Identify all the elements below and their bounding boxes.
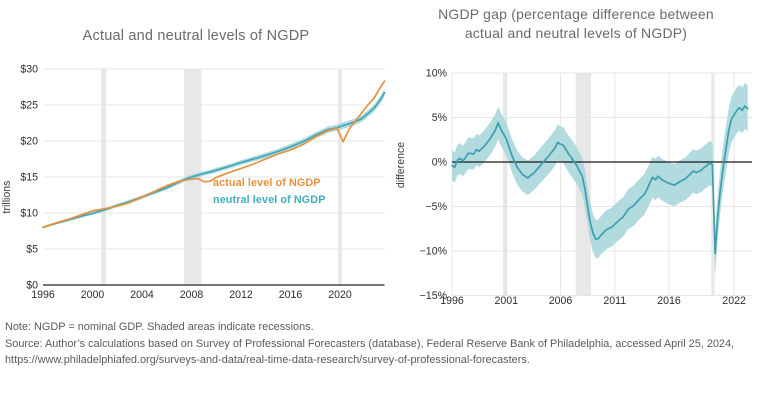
neutral-level-of-ngdp-line: [42, 91, 386, 229]
y-tick-label: −15%: [420, 290, 448, 302]
y-tick-label: $0: [26, 280, 38, 292]
figure-notes: Note: NGDP = nominal GDP. Shaded areas i…: [5, 319, 761, 369]
x-tick-label: 2000: [81, 289, 105, 301]
chart-title-ngdp-gap: NGDP gap (percentage difference between …: [398, 5, 754, 43]
y-tick-label: $5: [26, 244, 38, 256]
confidence-band: [452, 82, 748, 276]
y-tick-label: 5%: [432, 112, 448, 124]
legend-actual-level-label: actual level of NGDP: [213, 177, 321, 189]
chart-title-actual-neutral: Actual and neutral levels of NGDP: [82, 28, 310, 44]
actual-level-of-ngdp-line: [42, 80, 386, 229]
y-tick-label: 0%: [432, 157, 448, 169]
chart-title-line-2: actual and neutral levels of NGDP): [464, 25, 688, 41]
y-tick-label: $15: [20, 172, 38, 184]
y-tick-label: $25: [20, 100, 38, 112]
note-text: Note: NGDP = nominal GDP. Shaded areas i…: [5, 321, 314, 333]
x-tick-label: 2012: [229, 289, 253, 301]
source-text: Source: Author’s calculations based on S…: [5, 337, 735, 367]
x-tick-label: 1996: [440, 295, 464, 307]
x-tick-label: 2008: [180, 289, 204, 301]
x-tick-label: 2016: [657, 295, 681, 307]
recession-band: [101, 69, 107, 285]
x-tick-label: 2020: [328, 289, 352, 301]
recession-band: [502, 73, 508, 296]
actual-neutral-ngdp-plot: $0 $5 $10 $15 $20 $25 $30 1996 2000 2004 2008 2012 2…: [1, 64, 386, 301]
x-tick-label: 2001: [494, 295, 518, 307]
y-tick-label: 10%: [426, 68, 448, 80]
ngdp-gap-plot: 10% 5% 0% −5% −10% −15%1996 2001 2006 2011 2016 20…: [395, 68, 752, 307]
y-tick-label: −5%: [426, 201, 448, 213]
x-tick-label: 2004: [130, 289, 154, 301]
y-tick-label: −10%: [420, 246, 448, 258]
x-tick-label: 2011: [603, 295, 626, 307]
y-tick-label: $20: [20, 136, 38, 148]
x-tick-label: 2022: [722, 295, 746, 307]
x-tick-label: 2006: [549, 295, 573, 307]
y-tick-label: $30: [20, 64, 38, 76]
confidence-band: [43, 88, 385, 229]
legend-neutral-level-label: neutral level of NGDP: [213, 194, 326, 206]
y-axis-label: trillions: [1, 181, 13, 214]
y-tick-label: $10: [20, 208, 38, 220]
recession-band: [338, 69, 342, 285]
ngdp-gap-line: [451, 105, 749, 255]
chart-title-line-1: NGDP gap (percentage difference between: [438, 6, 714, 22]
x-tick-label: 1996: [31, 289, 55, 301]
x-tick-label: 2016: [279, 289, 303, 301]
y-axis-label: difference: [395, 142, 407, 188]
